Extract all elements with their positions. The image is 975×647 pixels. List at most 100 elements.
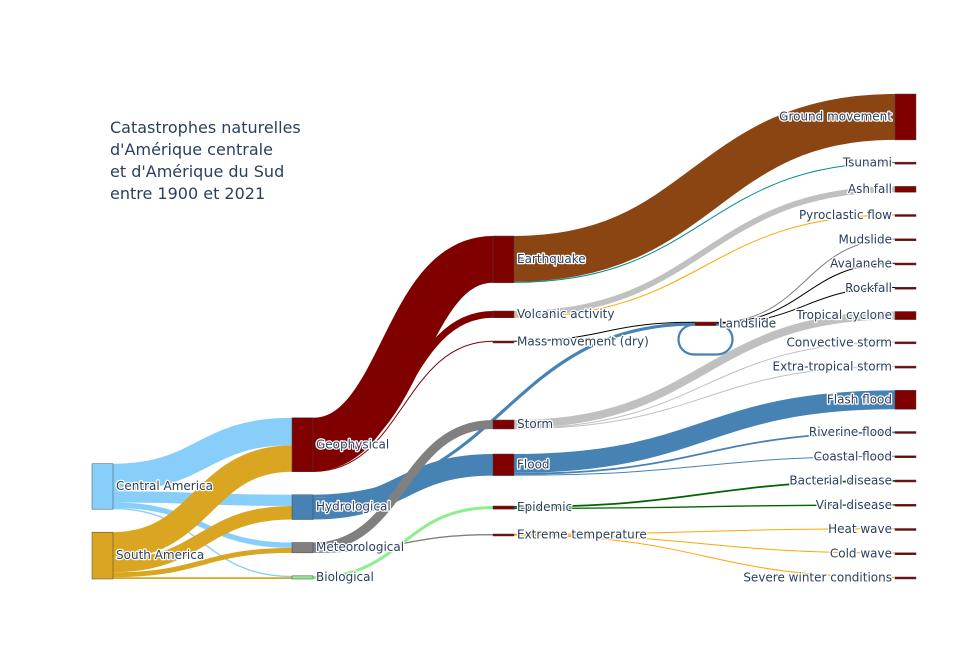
sankey-link xyxy=(112,547,293,578)
sankey-link xyxy=(312,420,494,552)
sankey-node-label: Tsunami xyxy=(842,156,892,170)
sankey-node-label: Extra-tropical storm xyxy=(773,360,892,374)
sankey-nodes xyxy=(91,93,917,580)
sankey-node xyxy=(894,479,917,483)
sankey-link xyxy=(312,322,696,498)
sankey-node-label: Landslide xyxy=(719,316,776,330)
sankey-link xyxy=(312,340,494,473)
sankey-link xyxy=(513,214,896,318)
sankey-node-label: Riverine flood xyxy=(809,425,892,439)
sankey-node xyxy=(492,533,515,537)
sankey-node xyxy=(894,390,917,410)
chart-title-line: et d'Amérique du Sud xyxy=(110,162,285,181)
sankey-link xyxy=(513,162,896,283)
sankey-link xyxy=(112,502,293,548)
sankey-link xyxy=(715,262,896,324)
sankey-node xyxy=(894,504,917,507)
sankey-node xyxy=(492,505,515,510)
sankey-link xyxy=(513,321,696,342)
sankey-node-label: Mudslide xyxy=(839,232,893,246)
sankey-links xyxy=(112,94,896,580)
sankey-node xyxy=(492,310,515,318)
sankey-link xyxy=(310,236,496,465)
chart-title: Catastrophes naturelles d'Amérique centr… xyxy=(110,117,370,205)
sankey-link xyxy=(513,311,896,429)
sankey-node-label: Convective storm xyxy=(787,335,892,349)
sankey-node-label: Mass movement (dry) xyxy=(517,335,649,349)
sankey-node-label: Rockfall xyxy=(845,281,892,295)
sankey-node-label: Viral disease xyxy=(816,498,892,512)
sankey-node-label: Tropical cyclone xyxy=(795,308,892,322)
sankey-link xyxy=(715,238,896,323)
sankey-node xyxy=(894,287,917,290)
sankey-node xyxy=(492,235,515,284)
sankey-node-label: South America xyxy=(116,548,204,562)
sankey-link xyxy=(312,506,494,579)
sankey-node xyxy=(291,417,314,472)
sankey-link xyxy=(112,417,293,492)
sankey-node xyxy=(894,161,917,165)
sankey-node xyxy=(894,455,917,458)
sankey-node xyxy=(894,214,917,217)
sankey-node xyxy=(894,341,917,345)
sankey-node-label: Extreme temperature xyxy=(517,528,647,542)
sankey-node-label: Avalanche xyxy=(830,257,892,271)
sankey-node-label: Hydrological xyxy=(316,500,391,514)
chart-title-line: Catastrophes naturelles xyxy=(110,118,301,137)
sankey-node-label: Severe winter conditions xyxy=(743,571,892,585)
sankey-node xyxy=(894,93,917,141)
chart-title-line: d'Amérique centrale xyxy=(110,140,273,159)
sankey-node xyxy=(894,186,917,193)
sankey-link xyxy=(677,323,734,356)
sankey-node-label: Epidemic xyxy=(517,500,572,514)
sankey-link xyxy=(312,311,494,472)
sankey-link xyxy=(513,455,896,476)
sankey-node xyxy=(91,463,114,510)
sankey-link xyxy=(513,431,896,475)
sankey-node xyxy=(291,575,314,580)
sankey-node xyxy=(894,552,917,555)
sankey-node-label: Cold wave xyxy=(830,546,892,560)
sankey-link xyxy=(513,390,896,473)
sankey-link xyxy=(112,506,293,573)
sankey-node-label: Biological xyxy=(316,570,374,584)
sankey-node-label: Flash flood xyxy=(827,392,892,406)
sankey-node-label: Ash fall xyxy=(848,182,892,196)
sankey-node-label: Volcanic activity xyxy=(517,307,615,321)
sankey-node xyxy=(894,311,917,320)
sankey-link xyxy=(513,534,896,578)
sankey-node xyxy=(492,340,515,344)
sankey-node xyxy=(894,238,917,241)
sankey-link xyxy=(513,534,896,554)
sankey-node-label: Coastal flood xyxy=(814,449,892,463)
sankey-link xyxy=(513,94,896,282)
sankey-labels: Central America South America Geophysical H… xyxy=(115,108,894,586)
sankey-node xyxy=(492,453,515,476)
sankey-node-label: Meteorological xyxy=(316,540,404,554)
sankey-link xyxy=(112,445,293,559)
chart-title-line: entre 1900 et 2021 xyxy=(110,184,266,203)
sankey-node xyxy=(91,531,114,580)
sankey-node xyxy=(291,494,314,520)
sankey-node-label: Storm xyxy=(517,417,553,431)
sankey-node xyxy=(694,321,717,326)
sankey-node-label: Heat wave xyxy=(828,522,892,536)
sankey-node-label: Geophysical xyxy=(316,437,389,451)
sankey-node xyxy=(894,576,917,580)
sankey-node-label: Earthquake xyxy=(517,252,586,266)
sankey-node-label: Central America xyxy=(116,479,213,493)
sankey-link xyxy=(513,480,896,508)
sankey-node xyxy=(492,419,515,430)
sankey-node xyxy=(894,528,917,531)
sankey-link xyxy=(715,286,896,324)
sankey-link xyxy=(513,528,896,535)
sankey-node xyxy=(894,431,917,434)
sankey-node xyxy=(291,542,314,554)
sankey-node-label: Pyroclastic flow xyxy=(799,208,892,222)
sankey-node-label: Flood xyxy=(517,457,550,471)
sankey-link xyxy=(513,186,896,317)
sankey-node xyxy=(894,262,917,266)
sankey-node xyxy=(894,365,917,369)
sankey-link xyxy=(513,504,896,510)
